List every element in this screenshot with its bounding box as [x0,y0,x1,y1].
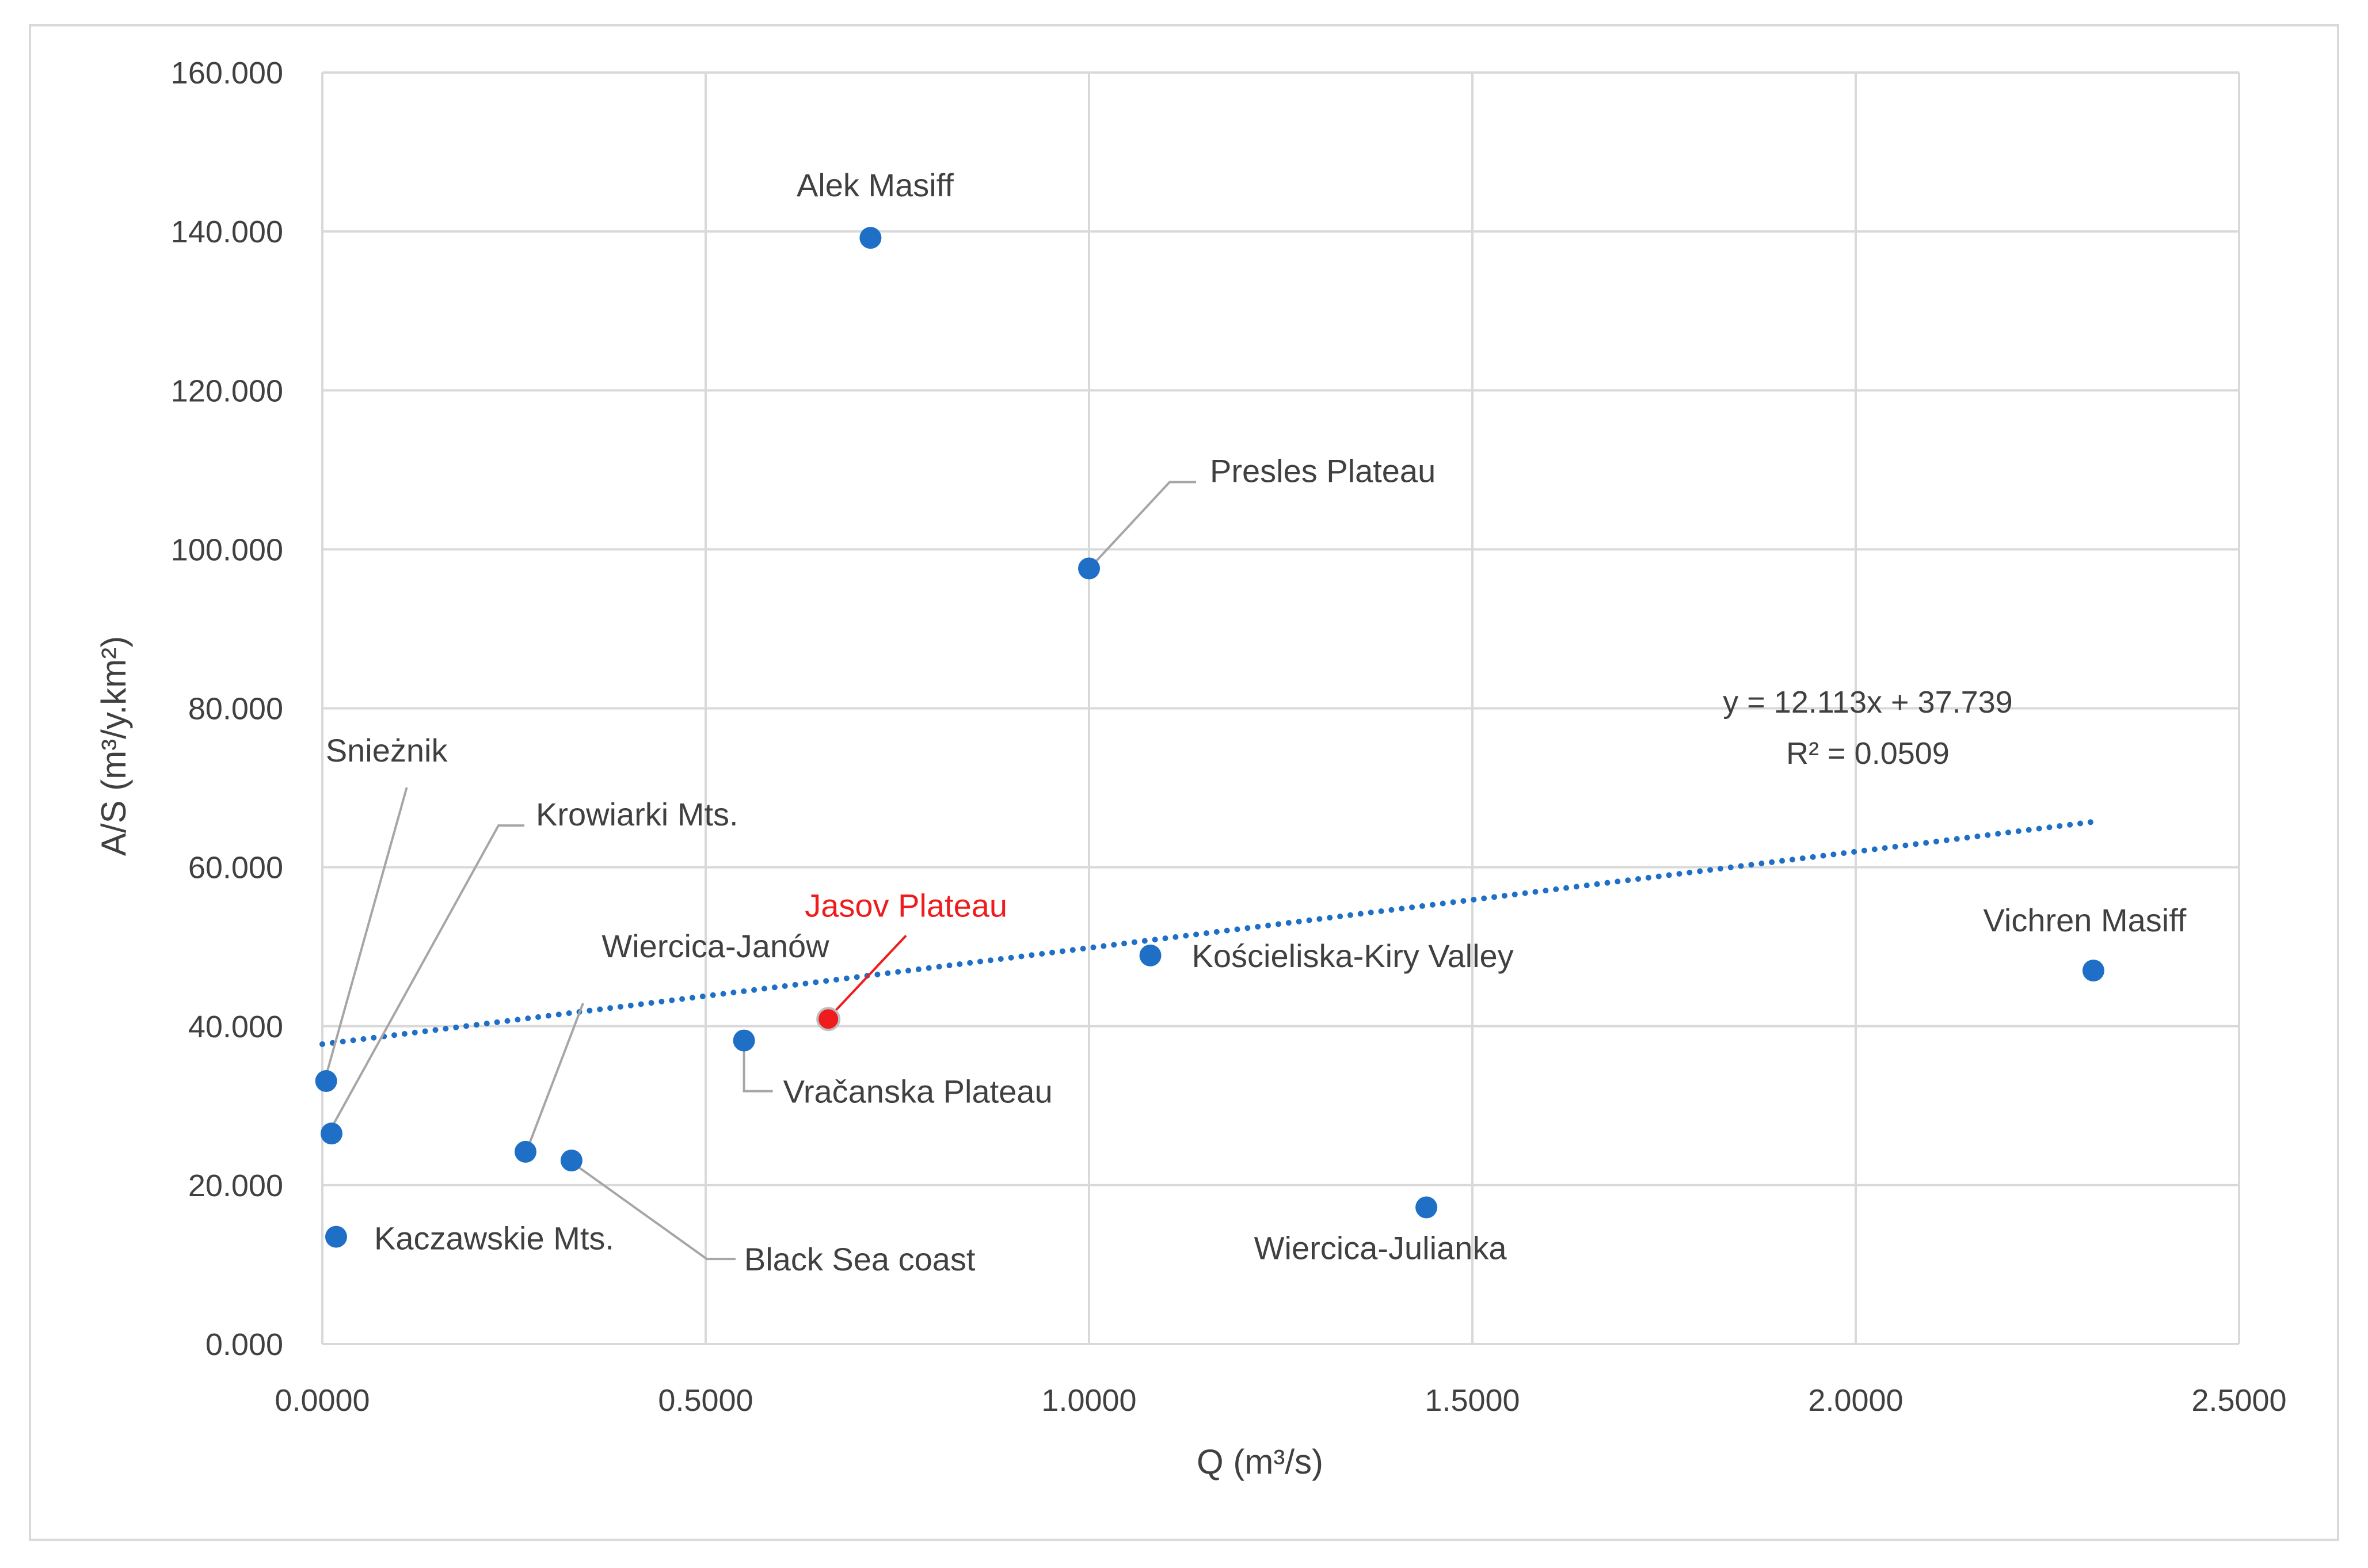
point-label: Jasov Plateau [805,887,1007,923]
chart-border [29,24,2339,1541]
grid-lines [321,71,2240,1345]
y-tick-label: 60.000 [188,851,283,885]
data-point [2082,960,2104,982]
leader-line [325,787,408,1076]
y-tick-label: 140.000 [171,215,283,249]
data-point [1415,1196,1438,1219]
leader-line [743,1048,773,1093]
y-tick-label: 40.000 [188,1010,283,1044]
leader-lines [325,481,1196,1261]
data-point [325,1226,347,1248]
data-point [1139,944,1162,966]
point-label: Alek Masiff [797,167,954,203]
data-point [816,1007,841,1032]
leader-line [330,824,524,1129]
trendline-equation: y = 12.113x + 37.739 [1723,685,2012,720]
leader-line [1092,481,1196,565]
point-label: Presles Plateau [1210,453,1436,489]
data-point [514,1140,536,1163]
tick-labels: 0.000 20.000 40.000 60.000 80.000 100.000 120.… [171,56,2287,1418]
y-axis-title: A/S (m³/y.km²) [94,636,133,856]
data-point [859,227,882,249]
x-tick-label: 2.0000 [1808,1383,1903,1418]
leader-line [576,1165,736,1261]
y-tick-label: 160.000 [171,56,283,90]
trendline [319,819,2096,1047]
point-labels: Alek Masiff Presles Plateau Snieżnik Krowia… [326,167,2187,1277]
point-label: Wiercica-Julianka [1254,1230,1507,1266]
y-tick-label: 80.000 [188,692,283,726]
point-label: Krowiarki Mts. [536,796,738,832]
x-tick-label: 2.5000 [2191,1383,2286,1418]
data-point [1078,557,1100,580]
y-tick-label: 100.000 [171,532,283,567]
data-point [733,1029,755,1052]
trendline-r2: R² = 0.0509 [1786,736,1950,771]
point-label: Vichren Masiff [1984,902,2187,938]
x-tick-label: 1.5000 [1425,1383,1520,1418]
point-label: Black Sea coast [744,1241,976,1277]
trendline-group [319,819,2096,1047]
x-tick-label: 0.5000 [658,1383,753,1418]
x-tick-label: 1.0000 [1041,1383,1136,1418]
data-point [320,1122,342,1145]
point-label: Snieżnik [326,732,448,768]
y-tick-label: 0.000 [205,1327,283,1362]
x-tick-label: 0.0000 [275,1383,370,1418]
data-point [315,1070,337,1093]
point-label: Vračanska Plateau [783,1074,1053,1110]
y-tick-label: 120.000 [171,374,283,408]
leader-line [832,934,907,1014]
data-point [560,1150,583,1172]
x-axis-title: Q (m³/s) [1197,1443,1323,1481]
point-label: Kościeliska-Kiry Valley [1192,938,1514,974]
point-label: Kaczawskie Mts. [374,1220,614,1257]
y-tick-label: 20.000 [188,1169,283,1203]
data-points [315,227,2104,1248]
point-label: Wiercica-Janów [601,928,829,964]
leader-line [528,1003,584,1145]
